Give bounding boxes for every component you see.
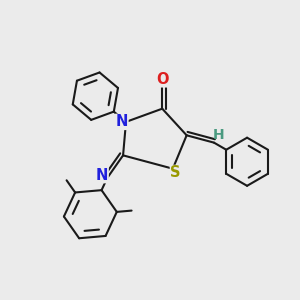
Text: O: O (156, 72, 169, 87)
Text: H: H (212, 128, 224, 142)
Text: N: N (116, 114, 128, 129)
Text: N: N (96, 168, 108, 183)
Text: S: S (170, 165, 181, 180)
